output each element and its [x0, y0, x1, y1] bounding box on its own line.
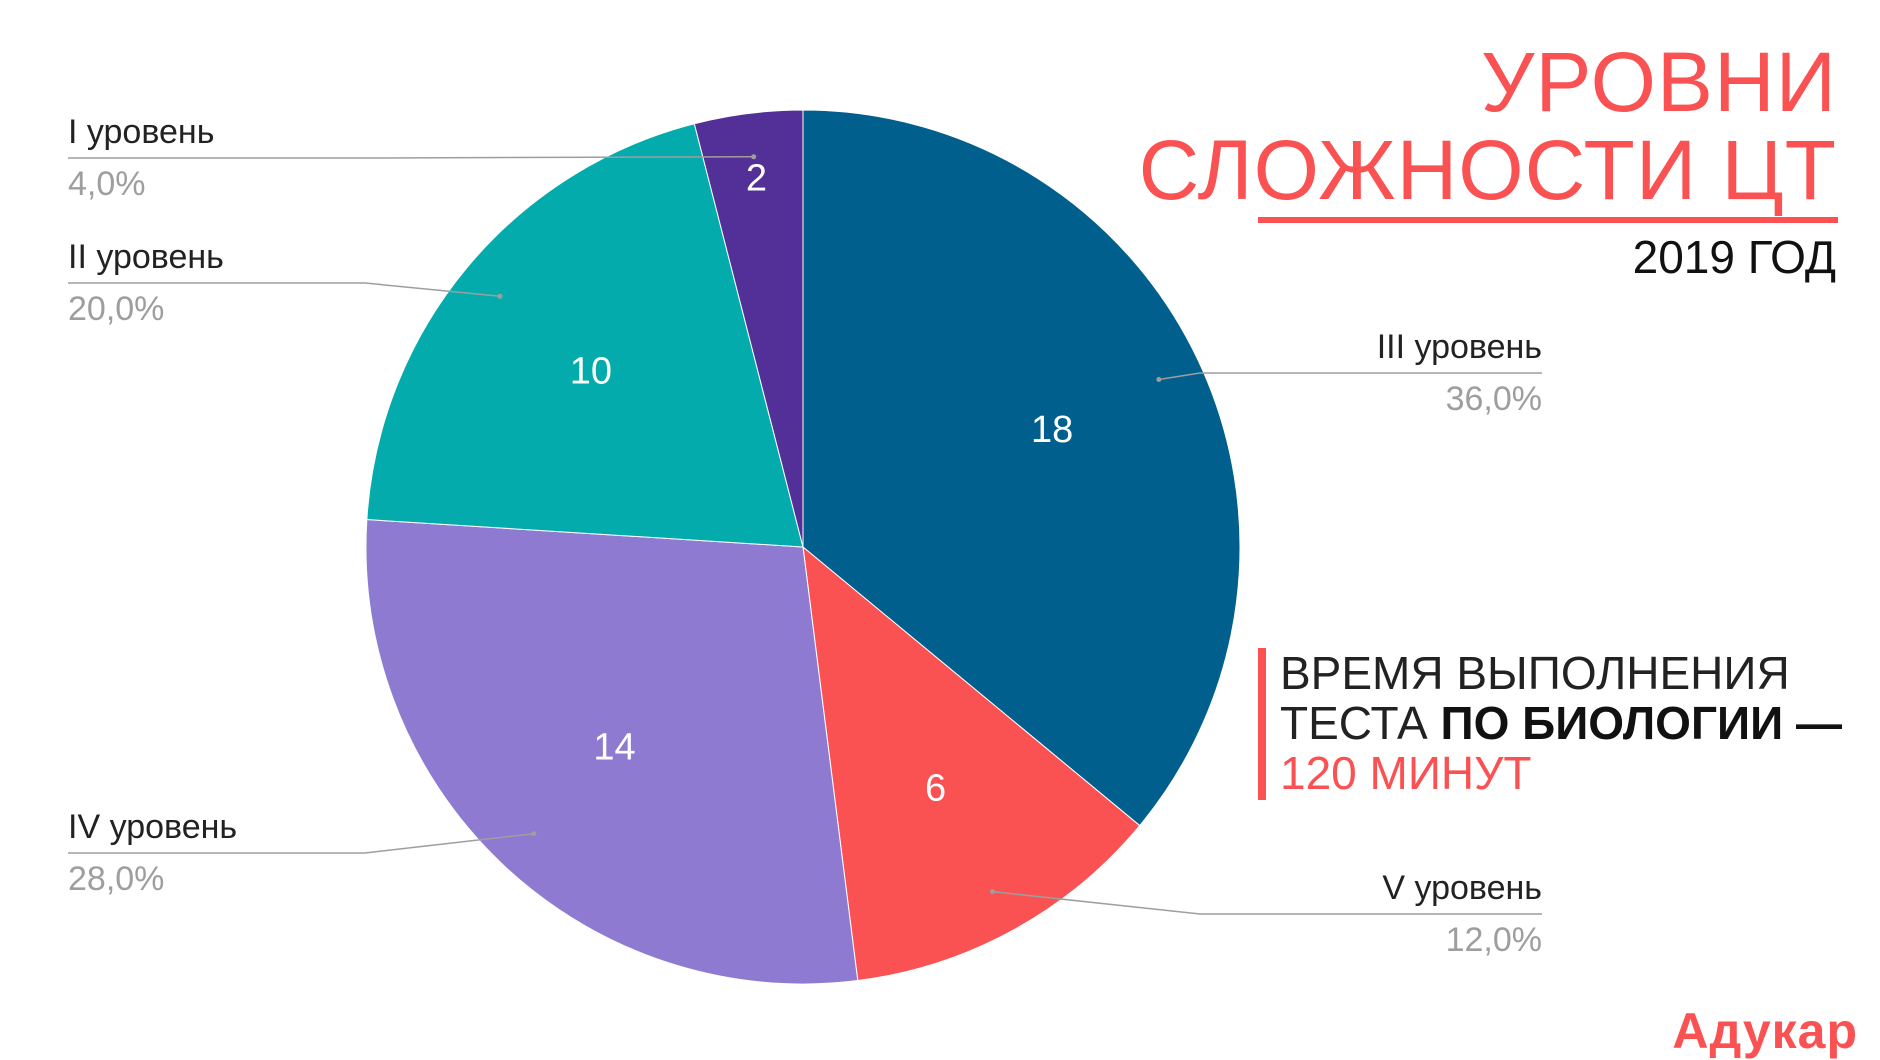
callout-leader-line: [68, 156, 754, 159]
year-label: 2019 ГОД: [1632, 231, 1836, 283]
slice-value-label: 14: [593, 727, 635, 769]
brand-logo: Адукар: [1672, 1003, 1858, 1059]
callout-marker: [497, 293, 503, 299]
chart-title: УРОВНИ СЛОЖНОСТИ ЦТ: [1139, 38, 1837, 214]
title-underline: [1258, 217, 1838, 223]
title-line-2: СЛОЖНОСТИ ЦТ: [1138, 123, 1837, 217]
callout-leader-line: [992, 890, 1542, 915]
slice-percent-label: 36,0%: [1446, 380, 1542, 418]
slice-percent-label: 4,0%: [68, 165, 146, 203]
slice-value-label: 6: [925, 767, 946, 809]
duration-note: ВРЕМЯ ВЫПОЛНЕНИЯ ТЕСТА ПО БИОЛОГИИ — 120…: [1280, 648, 1842, 798]
slice-value-label: 18: [1031, 409, 1073, 451]
callout-leader-line: [68, 282, 501, 298]
pie-slice: [802, 545, 1141, 982]
callout-leader-line: [1158, 372, 1542, 381]
slice-name-label: III уровень: [1377, 328, 1542, 366]
callout-marker: [751, 154, 757, 160]
callout-marker: [1156, 377, 1162, 383]
slice-name-label: I уровень: [68, 113, 214, 151]
pie-slice: [693, 109, 804, 548]
note-subject: ПО БИОЛОГИИ —: [1440, 697, 1842, 749]
slice-name-label: V уровень: [1382, 869, 1542, 907]
note-line-2: ТЕСТА ПО БИОЛОГИИ —: [1280, 698, 1842, 748]
slice-percent-label: 20,0%: [68, 290, 164, 328]
slice-value-label: 10: [570, 351, 612, 393]
slice-percent-label: 28,0%: [68, 860, 164, 898]
callout-leader-line: [68, 832, 534, 854]
callout-marker: [989, 889, 995, 895]
slice-name-label: IV уровень: [68, 808, 237, 846]
note-line-2-plain: ТЕСТА: [1280, 697, 1441, 749]
slice-value-label: 2: [746, 157, 767, 199]
pie-slice: [802, 109, 1241, 827]
slice-name-label: II уровень: [68, 238, 224, 276]
slice-percent-label: 12,0%: [1446, 921, 1542, 959]
note-line-1: ВРЕМЯ ВЫПОЛНЕНИЯ: [1280, 647, 1790, 699]
title-line-1: УРОВНИ: [1481, 35, 1837, 129]
pie-slice: [366, 123, 804, 548]
callout-marker: [531, 831, 537, 837]
pie-slice: [365, 519, 859, 985]
note-bar: [1258, 648, 1866, 800]
note-duration: 120 МИНУТ: [1280, 747, 1532, 799]
